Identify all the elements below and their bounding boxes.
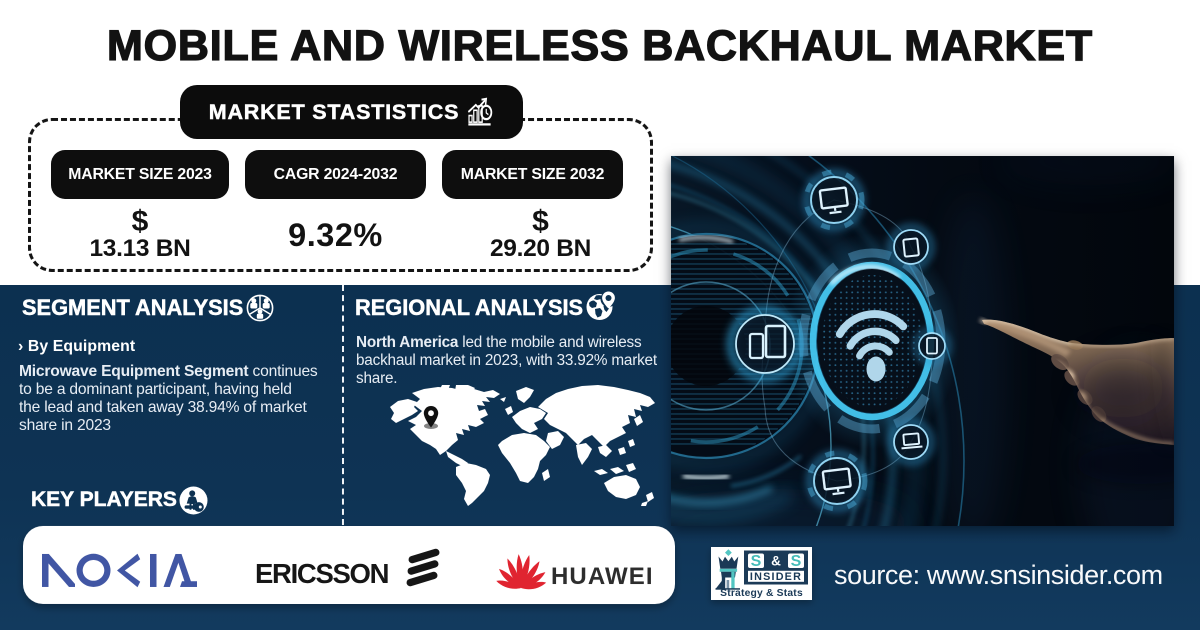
svg-text:&: & <box>771 553 781 568</box>
svg-text:S: S <box>751 553 762 570</box>
svg-text:S: S <box>791 553 802 570</box>
svg-text:INSIDER: INSIDER <box>750 571 802 583</box>
svg-text:ERICSSON: ERICSSON <box>255 558 389 589</box>
svg-text:Strategy & Stats: Strategy & Stats <box>720 588 803 599</box>
svg-text:HUAWEI: HUAWEI <box>551 563 654 590</box>
